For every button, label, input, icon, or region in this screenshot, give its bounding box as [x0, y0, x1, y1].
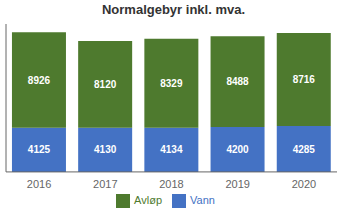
svg-text:2018: 2018	[159, 178, 183, 190]
svg-text:4200: 4200	[226, 144, 249, 155]
svg-text:4125: 4125	[28, 144, 51, 155]
svg-text:8926: 8926	[28, 75, 51, 86]
svg-text:8716: 8716	[293, 74, 316, 85]
svg-text:2020: 2020	[292, 178, 316, 190]
svg-text:2016: 2016	[27, 178, 51, 190]
html-text:Vann: Vann	[190, 193, 215, 206]
svg-text:4285: 4285	[293, 144, 316, 155]
svg-text:8329: 8329	[160, 78, 183, 89]
html-text:Normalgebyr inkl. mva.: Normalgebyr inkl. mva.	[102, 2, 245, 17]
svg-text:8120: 8120	[94, 79, 117, 90]
svg-text:2019: 2019	[225, 178, 249, 190]
html-text:Avløp: Avløp	[134, 193, 162, 206]
svg-text:4134: 4134	[160, 144, 183, 155]
svg-text:8488: 8488	[226, 76, 249, 87]
svg-text:2017: 2017	[93, 178, 117, 190]
svg-text:4130: 4130	[94, 144, 117, 155]
